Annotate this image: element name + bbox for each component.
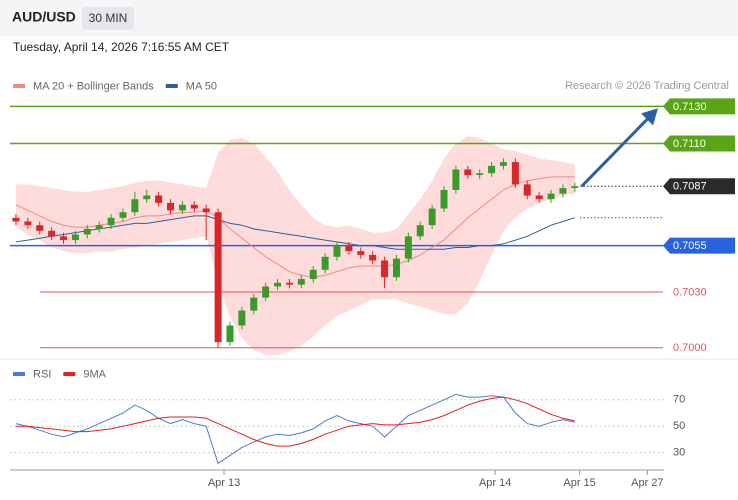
legend-label: MA 50 bbox=[186, 80, 217, 92]
line bbox=[15, 396, 575, 447]
level-label: 0.7030 bbox=[673, 286, 707, 298]
candle-body bbox=[523, 184, 531, 196]
x-tick-label: Apr 15 bbox=[563, 477, 595, 489]
legend-swatch bbox=[165, 84, 178, 88]
y-tick-label: 70 bbox=[673, 394, 685, 406]
candle-body bbox=[190, 204, 198, 209]
y-tick-label: 50 bbox=[673, 420, 685, 432]
level-box bbox=[663, 98, 735, 115]
candle-body bbox=[499, 162, 507, 166]
candle-body bbox=[24, 221, 32, 226]
candle-body bbox=[404, 236, 412, 259]
candle-body bbox=[107, 217, 115, 226]
timeframe: 30 MIN bbox=[89, 11, 128, 25]
candle-body bbox=[12, 217, 20, 222]
candle-body bbox=[488, 165, 496, 174]
level-label: 0.7000 bbox=[673, 342, 707, 354]
level-label: 0.7110 bbox=[673, 138, 706, 150]
candle-body bbox=[464, 169, 472, 176]
level-box bbox=[663, 178, 735, 195]
candle-body bbox=[60, 236, 68, 241]
candle-body bbox=[440, 189, 448, 209]
candle-body bbox=[345, 245, 353, 252]
candle-body bbox=[71, 234, 79, 241]
x-tick-label: Apr 27 bbox=[631, 477, 663, 489]
candle-body bbox=[309, 269, 317, 280]
candle-body bbox=[155, 195, 163, 203]
candle-body bbox=[36, 225, 44, 231]
forecast-arrow bbox=[580, 115, 652, 188]
candle-body bbox=[297, 279, 305, 285]
candle-body bbox=[143, 195, 151, 200]
legend-label: 9MA bbox=[83, 368, 106, 380]
candle-body bbox=[202, 208, 210, 213]
candle-body bbox=[381, 260, 389, 278]
timeframe-badge bbox=[82, 7, 134, 30]
candle-body bbox=[238, 310, 246, 326]
candle-body bbox=[559, 188, 567, 194]
x-tick-label: Apr 14 bbox=[479, 477, 511, 489]
candle-body bbox=[333, 245, 341, 257]
level-label: 0.7130 bbox=[673, 101, 707, 113]
candle-body bbox=[131, 199, 139, 213]
candle-body bbox=[535, 195, 543, 200]
datetime: Tuesday, April 14, 2026 7:16:55 AM CET bbox=[13, 40, 230, 54]
candle-body bbox=[416, 225, 424, 237]
candle-body bbox=[369, 254, 377, 261]
candle-body bbox=[547, 193, 555, 200]
candle-body bbox=[392, 258, 400, 278]
level-box bbox=[663, 237, 735, 254]
candle-body bbox=[48, 230, 56, 237]
candle-body bbox=[83, 228, 91, 235]
candle-body bbox=[95, 225, 103, 229]
candle-body bbox=[178, 204, 186, 211]
candle-body bbox=[428, 208, 436, 226]
legend-swatch bbox=[63, 372, 76, 376]
symbol: AUD/USD bbox=[12, 9, 76, 25]
candle-body bbox=[214, 212, 222, 343]
candle-body bbox=[452, 169, 460, 190]
candle-body bbox=[167, 202, 175, 211]
legend-label: RSI bbox=[33, 368, 51, 380]
candle-body bbox=[274, 282, 282, 287]
candle-body bbox=[357, 251, 365, 255]
forecast-arrowhead bbox=[641, 108, 658, 126]
candle-body bbox=[262, 286, 270, 298]
y-tick-label: 30 bbox=[673, 447, 685, 459]
candle-body bbox=[571, 186, 579, 189]
candle-body bbox=[250, 297, 258, 311]
level-label: 0.7055 bbox=[673, 240, 707, 252]
x-tick-label: Apr 13 bbox=[208, 477, 240, 489]
legend-label: MA 20 + Bollinger Bands bbox=[33, 80, 154, 92]
candle-body bbox=[285, 282, 293, 285]
level-label: 0.7087 bbox=[673, 181, 707, 193]
ma-line bbox=[15, 215, 575, 250]
candle-body bbox=[321, 256, 329, 270]
level-box bbox=[663, 135, 735, 152]
credit: Research © 2026 Trading Central bbox=[565, 80, 729, 92]
line bbox=[15, 393, 575, 465]
legend-swatch bbox=[13, 84, 25, 88]
candle-body bbox=[119, 212, 127, 218]
candle-body bbox=[511, 162, 519, 185]
candle-body bbox=[226, 325, 234, 343]
candle-body bbox=[476, 173, 484, 176]
legend-swatch bbox=[13, 372, 25, 376]
